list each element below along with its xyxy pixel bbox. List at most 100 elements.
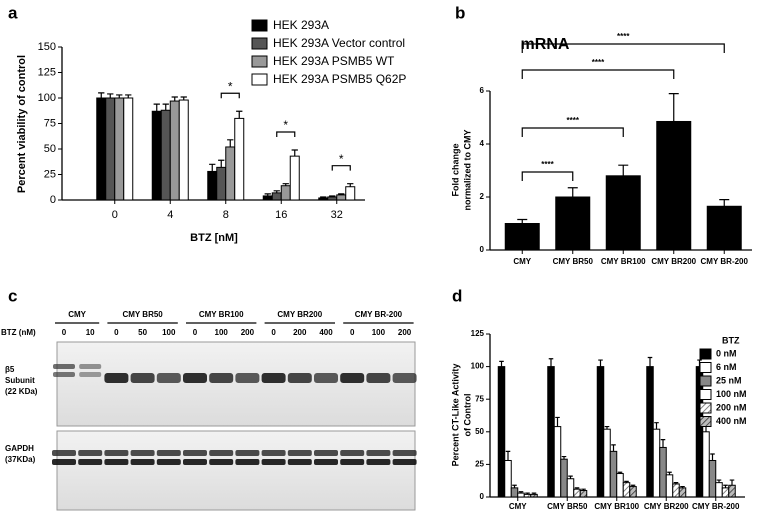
legend-swatch — [251, 19, 268, 32]
error-bar — [180, 96, 187, 101]
bar — [646, 366, 654, 498]
sig-bracket — [220, 92, 240, 99]
error-bar — [710, 453, 715, 461]
error-bar — [611, 444, 616, 452]
y-tick-label: 150 — [38, 41, 56, 53]
band — [314, 373, 338, 383]
legend-swatch — [699, 416, 712, 427]
row-label: (37KDa) — [5, 455, 36, 464]
bar — [271, 192, 282, 201]
band — [287, 459, 312, 465]
band — [340, 459, 365, 465]
bar — [715, 482, 723, 498]
bar — [336, 194, 347, 201]
error-bar — [668, 93, 679, 122]
group-label: CMY — [68, 310, 86, 319]
band — [340, 450, 365, 456]
y-tick-label: 4 — [480, 139, 485, 148]
bar — [665, 474, 674, 498]
error-bar — [116, 94, 123, 98]
band — [52, 459, 76, 465]
error-bar — [98, 92, 105, 98]
x-tick-label: 4 — [167, 209, 173, 221]
error-bar — [598, 359, 603, 367]
y-tick-label: 50 — [475, 427, 484, 436]
y-tick-label: 125 — [38, 66, 56, 78]
lane-label: 200 — [398, 328, 412, 337]
error-bar — [630, 484, 636, 487]
band — [235, 459, 260, 465]
y-tick-label: 50 — [44, 143, 56, 155]
error-bar — [347, 183, 354, 187]
group-label: CMY BR50 — [122, 310, 163, 319]
panel-label: b — [455, 3, 465, 22]
group-label: CMY BR-200 — [355, 310, 403, 319]
error-bar — [680, 485, 685, 488]
row-label: (22 KDa) — [5, 387, 38, 396]
sig-bracket — [521, 171, 574, 181]
lane-label: 0 — [114, 328, 119, 337]
bar — [573, 488, 581, 498]
y-axis-label: Percent viability of control — [16, 55, 28, 193]
error-bar — [273, 190, 280, 193]
error-bar — [581, 488, 586, 491]
legend-swatch — [699, 362, 712, 373]
bar — [280, 185, 291, 201]
x-axis-label: BTZ [nM] — [190, 232, 238, 244]
row-label: Subunit — [5, 376, 35, 385]
y-tick-label: 75 — [44, 117, 56, 129]
bar — [708, 459, 717, 498]
band — [79, 372, 102, 377]
legend-label: 0 nM — [716, 348, 737, 358]
y-tick-label: 100 — [38, 92, 56, 104]
error-bar — [673, 482, 679, 484]
y-tick-label: 2 — [480, 192, 485, 201]
band — [183, 459, 207, 465]
band — [287, 450, 312, 456]
x-tick-label: CMY BR-200 — [692, 502, 740, 511]
legend-label: HEK 293A — [273, 18, 329, 32]
band — [366, 459, 391, 465]
bar — [207, 170, 218, 201]
legend-label: 100 nM — [716, 389, 747, 399]
lane-label: 100 — [215, 328, 229, 337]
band — [235, 450, 260, 456]
legend-label: 25 nM — [716, 375, 742, 385]
band — [156, 373, 181, 383]
y-tick-label: 0 — [480, 245, 485, 254]
band — [392, 373, 417, 383]
error-bar — [729, 479, 735, 486]
y-tick-label: 75 — [475, 394, 484, 403]
error-bar — [218, 159, 225, 168]
bar — [497, 366, 506, 498]
blot-frame — [56, 341, 416, 427]
error-bar — [660, 439, 666, 448]
error-bar — [512, 484, 517, 488]
lane-label: 200 — [293, 328, 307, 337]
bar — [123, 97, 134, 201]
band — [104, 373, 129, 383]
x-tick-label: CMY BR50 — [553, 257, 594, 266]
band — [392, 459, 417, 465]
x-tick-label: CMY BR100 — [594, 502, 639, 511]
band — [156, 450, 181, 456]
band — [287, 373, 312, 383]
bar — [609, 450, 618, 498]
band — [340, 373, 365, 383]
legend-swatch — [699, 375, 712, 387]
band — [261, 373, 286, 383]
lane-label: 50 — [138, 328, 147, 337]
bar — [234, 117, 245, 201]
error-bar — [568, 475, 573, 479]
band — [392, 450, 417, 456]
bar — [579, 489, 588, 498]
bar — [318, 197, 329, 201]
error-bar — [604, 425, 610, 430]
sig-label: **** — [617, 32, 630, 41]
band — [104, 450, 129, 456]
y-tick-label: 25 — [44, 168, 56, 180]
error-bar — [338, 193, 345, 195]
error-bar — [320, 196, 327, 198]
bar — [629, 486, 637, 498]
legend-label: 400 nM — [716, 416, 747, 426]
